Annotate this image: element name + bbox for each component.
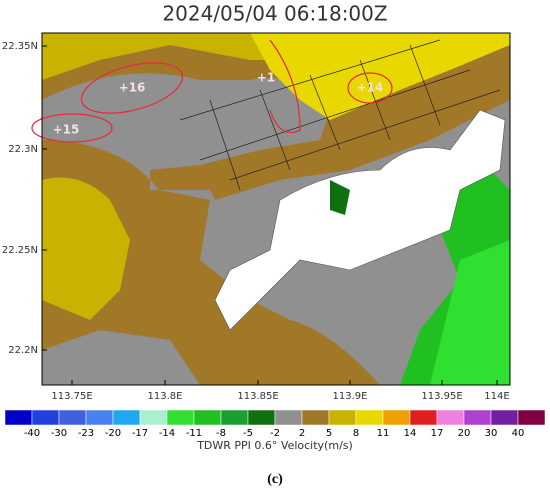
colorbar-title: TDWR PPI 0.6° Velocity(m/s) (196, 439, 353, 452)
colorbar-label: -11 (186, 428, 202, 439)
colorbar-label: -40 (24, 428, 40, 439)
colorbar: -40 -30 -23 -20 -17 -14 -11 -8 -5 -2 2 5 8 11 14 17 20 30… (4, 409, 546, 439)
colorbar-swatch (4, 409, 33, 426)
colorbar-label: -23 (78, 428, 94, 439)
velocity-annotation: +15 (53, 123, 80, 137)
colorbar-label: -5 (243, 428, 253, 439)
colorbar-label: 8 (353, 428, 359, 439)
colorbar-label: -8 (216, 428, 226, 439)
axes: 113.75E 113.8E 113.85E 113.9E 113.95E 114E 22.… (2, 41, 510, 402)
colorbar-label: -14 (159, 428, 175, 439)
colorbar-swatch (220, 409, 249, 426)
colorbar-swatch (193, 409, 222, 426)
y-tick-label: 22.25N (2, 245, 38, 256)
colorbar-swatch (274, 409, 303, 426)
colorbar-swatch (112, 409, 141, 426)
colorbar-label: -2 (270, 428, 280, 439)
velocity-annotation: +1 (257, 71, 275, 85)
velocity-annotation: +14 (357, 81, 384, 95)
y-tick-label: 22.3N (8, 144, 38, 155)
colorbar-label: 2 (299, 428, 305, 439)
colorbar-label: 20 (458, 428, 471, 439)
map (31, 32, 511, 386)
caption: (c) (267, 472, 283, 487)
x-tick-label: 113.75E (51, 391, 92, 402)
colorbar-swatch (166, 409, 195, 426)
colorbar-label: 11 (377, 428, 390, 439)
colorbar-swatch (328, 409, 357, 426)
y-tick-label: 22.2N (8, 345, 38, 356)
x-tick-label: 113.8E (148, 391, 183, 402)
colorbar-label: -17 (132, 428, 148, 439)
colorbar-swatch (463, 409, 492, 426)
velocity-annotation: +16 (119, 81, 146, 95)
colorbar-swatch (247, 409, 276, 426)
colorbar-swatch (409, 409, 438, 426)
colorbar-swatch (382, 409, 411, 426)
colorbar-swatch (301, 409, 330, 426)
colorbar-swatch (31, 409, 60, 426)
colorbar-label: 17 (431, 428, 444, 439)
colorbar-label: 5 (326, 428, 332, 439)
annotations: +16 +15 +14 +1 (53, 71, 384, 137)
x-tick-label: 113.9E (333, 391, 368, 402)
colorbar-label: 40 (512, 428, 525, 439)
colorbar-swatch (517, 409, 546, 426)
x-tick-label: 113.95E (421, 391, 462, 402)
y-tick-label: 22.35N (2, 41, 38, 52)
colorbar-label: 30 (485, 428, 498, 439)
colorbar-swatch (436, 409, 465, 426)
colorbar-swatch (58, 409, 87, 426)
colorbar-swatch (85, 409, 114, 426)
x-tick-label: 114E (484, 391, 509, 402)
colorbar-label: -30 (51, 428, 67, 439)
colorbar-swatch (355, 409, 384, 426)
title: 2024/05/04 06:18:00Z (162, 2, 387, 26)
colorbar-swatch (490, 409, 519, 426)
x-tick-label: 113.85E (237, 391, 278, 402)
colorbar-swatch (139, 409, 168, 426)
colorbar-label: 14 (404, 428, 417, 439)
colorbar-label: -20 (105, 428, 121, 439)
